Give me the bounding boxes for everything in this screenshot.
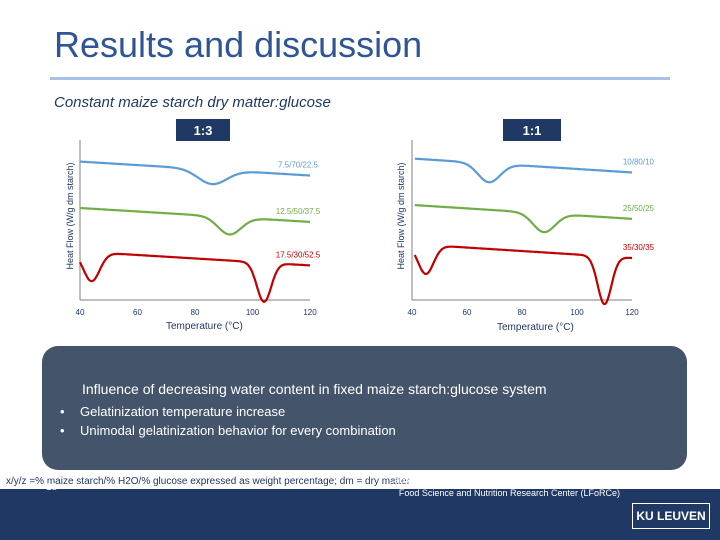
series-line	[79, 252, 310, 303]
x-tick-label: 100	[246, 308, 260, 317]
lab-credit-line: Laboratory of Food Chemistry and Biochem…	[388, 475, 620, 485]
series-label: 7.5/70/22.5	[278, 161, 319, 170]
bullet-text: Unimodal gelatinization behavior for eve…	[80, 423, 396, 438]
chart-title-1-3: 1:3	[176, 119, 230, 141]
bullet-text: Gelatinization temperature increase	[80, 404, 286, 419]
series-label: 35/30/35	[623, 243, 655, 252]
summary-heading: Influence of decreasing water content in…	[82, 381, 547, 397]
chart-1-ylabel: Heat Flow (W/g dm starch)	[65, 162, 75, 270]
x-tick-label: 60	[133, 308, 142, 317]
slide-subtitle: Constant maize starch dry matter:glucose	[54, 94, 331, 111]
lab-credit-line: Food Science and Nutrition Research Cent…	[398, 488, 620, 498]
chart-1-3-plot: 40 60 80 100 120 7.5/70/22.5 12.5/50/37.5 17.5/…	[76, 140, 321, 317]
x-tick-label: 60	[463, 308, 472, 317]
series-label: 12.5/50/37.5	[276, 207, 321, 216]
x-tick-label: 120	[303, 308, 317, 317]
series-label: 17.5/30/52.5	[276, 250, 321, 259]
x-tick-label: 40	[76, 308, 85, 317]
chart-2-xlabel: Temperature (°C)	[497, 322, 574, 333]
x-tick-label: 40	[408, 308, 417, 317]
x-tick-label: 80	[518, 308, 527, 317]
summary-box	[42, 346, 687, 470]
bullet-item: • Unimodal gelatinization behavior for ev…	[60, 423, 396, 438]
slide-title: Results and discussion	[54, 24, 423, 65]
title-underline	[50, 77, 670, 80]
chart-1-1-plot: 40 60 80 100 120 10/80/10 25/50/25 35/30/35	[408, 140, 655, 317]
page-number: 18	[46, 482, 58, 493]
x-tick-label: 100	[570, 308, 584, 317]
series-label: 10/80/10	[623, 157, 655, 166]
chart-title-1-1: 1:1	[503, 119, 561, 141]
x-tick-label: 80	[191, 308, 200, 317]
lab-credit: Laboratory of Food Chemistry and Biochem…	[340, 474, 620, 500]
ku-leuven-logo: KU LEUVEN	[632, 503, 710, 529]
bullet-dot: •	[60, 423, 65, 438]
series-line	[414, 204, 632, 234]
footnote: x/y/z =% maize starch/% H2O/% glucose ex…	[6, 476, 411, 487]
chart-2-ylabel: Heat Flow (W/g dm starch)	[396, 162, 406, 270]
series-line	[413, 245, 632, 306]
series-label: 25/50/25	[623, 204, 655, 213]
series-line	[80, 206, 310, 236]
series-line	[414, 157, 632, 184]
footer-bar	[0, 489, 720, 540]
chart-1-xlabel: Temperature (°C)	[166, 321, 243, 332]
bullet-item: • Gelatinization temperature increase	[60, 404, 285, 419]
x-tick-label: 120	[625, 308, 639, 317]
bullet-dot: •	[60, 404, 65, 419]
series-line	[80, 160, 310, 186]
